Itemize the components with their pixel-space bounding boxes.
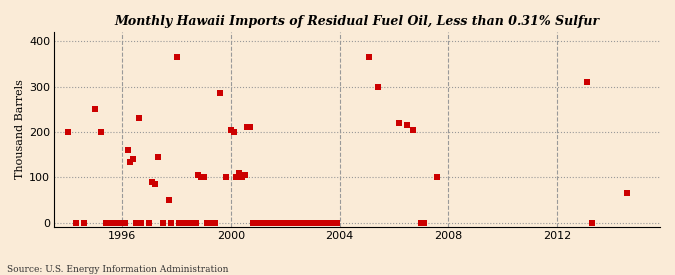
Point [117,221,128,225]
Point [182,221,193,225]
Text: Source: U.S. Energy Information Administration: Source: U.S. Energy Information Administ… [7,265,228,274]
Point [286,221,296,225]
Point [150,182,161,186]
Point [416,221,427,225]
Point [313,221,323,225]
Title: Monthly Hawaii Imports of Residual Fuel Oil, Less than 0.31% Sulfur: Monthly Hawaii Imports of Residual Fuel … [115,15,600,28]
Point [225,128,236,132]
Point [310,221,321,225]
Point [234,171,244,175]
Point [432,175,443,180]
Point [294,221,304,225]
Point [171,55,182,59]
Point [122,148,133,152]
Point [364,55,375,59]
Point [315,221,326,225]
Point [133,116,144,120]
Point [304,221,315,225]
Point [581,80,592,84]
Point [153,155,163,159]
Point [207,221,217,225]
Point [128,157,138,161]
Point [408,128,418,132]
Point [188,221,198,225]
Point [185,221,196,225]
Point [402,123,413,127]
Point [244,125,255,130]
Point [299,221,310,225]
Point [252,221,263,225]
Point [228,130,239,134]
Point [163,198,174,202]
Point [263,221,274,225]
Point [111,221,122,225]
Point [209,221,220,225]
Point [323,221,334,225]
Point [63,130,74,134]
Point [267,221,277,225]
Point [321,221,331,225]
Point [101,221,111,225]
Point [196,175,207,180]
Point [255,221,266,225]
Point [418,221,429,225]
Point [106,221,117,225]
Point [177,221,188,225]
Point [318,221,329,225]
Point [247,221,258,225]
Point [119,221,130,225]
Point [95,130,106,134]
Point [166,221,177,225]
Point [269,221,280,225]
Point [288,221,299,225]
Point [71,221,82,225]
Point [220,175,231,180]
Point [283,221,294,225]
Point [201,221,212,225]
Point [296,221,307,225]
Point [242,125,252,130]
Point [331,221,342,225]
Y-axis label: Thousand Barrels: Thousand Barrels [15,79,25,179]
Point [277,221,288,225]
Point [394,121,405,125]
Point [90,107,101,111]
Point [198,175,209,180]
Point [79,221,90,225]
Point [193,173,204,177]
Point [130,221,141,225]
Point [261,221,271,225]
Point [280,221,291,225]
Point [180,221,190,225]
Point [372,85,383,90]
Point [307,221,318,225]
Point [622,191,633,196]
Point [329,221,340,225]
Point [136,221,146,225]
Point [174,221,185,225]
Point [158,221,169,225]
Point [147,180,158,184]
Point [250,221,261,225]
Point [275,221,286,225]
Point [239,173,250,177]
Point [144,221,155,225]
Point [204,221,215,225]
Point [587,221,597,225]
Point [231,175,242,180]
Point [326,221,337,225]
Point [236,175,247,180]
Point [272,221,283,225]
Point [215,91,225,95]
Point [302,221,313,225]
Point [190,221,201,225]
Point [258,221,269,225]
Point [291,221,302,225]
Point [125,159,136,164]
